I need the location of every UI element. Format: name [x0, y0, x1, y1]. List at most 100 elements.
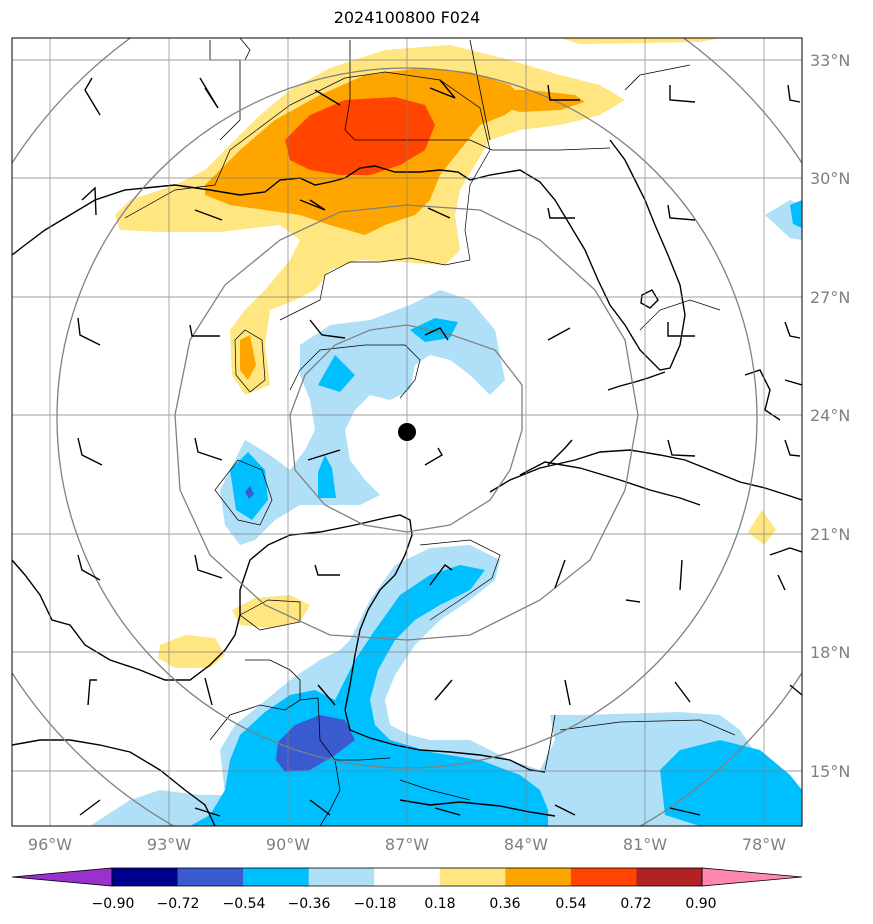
contour-line	[559, 719, 736, 736]
neg-mid-central-south	[318, 455, 336, 498]
positive-field	[115, 38, 776, 668]
wind-barb	[189, 324, 220, 337]
wind-barb	[429, 564, 453, 586]
country-border	[399, 779, 471, 801]
wind-barb	[669, 807, 701, 816]
map-title: 2024100800 F024	[333, 8, 481, 27]
contour-outlines	[124, 71, 736, 736]
colorbar-tick-label: 0.18	[424, 896, 455, 912]
colorbar-extend-high	[701, 867, 803, 887]
colorbar	[11, 867, 803, 887]
country-border	[319, 759, 341, 826]
pos-light-east-spot	[748, 510, 776, 545]
bahamas-outline	[744, 369, 802, 421]
state-border	[344, 40, 611, 151]
lat-label: 27°N	[810, 288, 850, 307]
state-border	[239, 38, 251, 61]
lat-label: 15°N	[810, 762, 850, 781]
colorbar-tick-label: −0.72	[157, 896, 200, 912]
lat-label: 21°N	[810, 525, 850, 544]
colorbar-tick-label: −0.90	[92, 896, 135, 912]
pos-dark-region	[285, 97, 435, 175]
wind-barb	[434, 807, 461, 816]
wind-barb	[564, 679, 571, 706]
pos-light-band-top	[560, 38, 720, 44]
wind-barb	[424, 327, 449, 341]
wind-barb	[81, 186, 97, 216]
wind-barb	[314, 89, 341, 106]
contour-line	[214, 459, 273, 526]
lon-label: 90°W	[266, 835, 310, 854]
wind-barb	[307, 449, 341, 461]
range-rings	[12, 38, 802, 826]
range-ring-3	[56, 67, 758, 769]
wind-barb	[667, 204, 696, 221]
colorbar-extend-low	[11, 867, 113, 887]
wind-barb	[669, 85, 696, 103]
wind-barb	[317, 684, 336, 706]
contour-line	[639, 299, 721, 331]
map-frame	[11, 37, 803, 827]
wind-barb	[547, 439, 573, 466]
neg-mid-central	[318, 355, 355, 392]
pos-light-south-island	[232, 595, 310, 628]
colorbar-tick-label: 0.90	[685, 896, 716, 912]
wind-barb	[547, 207, 575, 219]
lat-label: 30°N	[810, 169, 850, 188]
florida-keys	[607, 371, 666, 391]
wind-barb	[299, 199, 326, 211]
map-panel	[12, 38, 802, 826]
wind-barb	[554, 804, 576, 816]
pos-mid-west-spot	[240, 335, 256, 380]
colorbar-segment	[505, 868, 572, 886]
wind-barb	[194, 807, 221, 817]
wind-barb	[194, 554, 223, 579]
borders	[209, 38, 691, 826]
neg-light-central	[220, 290, 505, 545]
wind-barb	[674, 681, 691, 703]
pos-mid-north-arm	[485, 90, 585, 112]
colorbar-tick-label: 0.72	[620, 896, 651, 912]
neg-dark-west-dot	[245, 486, 254, 499]
wind-barb	[787, 84, 801, 103]
wind-barb	[429, 79, 456, 99]
country-border	[299, 697, 391, 761]
colorbar-frame	[111, 867, 703, 887]
colorbar-tick-label: 0.54	[555, 896, 586, 912]
cuba-outline	[489, 449, 802, 506]
wind-barb	[777, 574, 786, 591]
colorbar-segment	[112, 868, 179, 886]
wind-barbs	[77, 77, 802, 817]
colorbar-segment	[243, 868, 310, 886]
wind-barb	[784, 321, 801, 339]
wind-barb	[434, 679, 453, 701]
coast-thin	[624, 64, 691, 91]
contour-line	[234, 329, 266, 393]
colorbar-segment	[439, 868, 506, 886]
wind-barb	[667, 322, 695, 337]
wind-barb	[77, 317, 101, 346]
neg-mid-west	[230, 452, 268, 520]
wind-barb	[79, 799, 101, 816]
contour-line	[239, 599, 301, 631]
wind-barb	[424, 447, 443, 466]
mexico-coast	[12, 514, 546, 773]
colorbar-labels: −0.90 −0.72 −0.54 −0.36 −0.18 0.18 0.36 …	[92, 896, 717, 912]
lon-label: 93°W	[147, 835, 191, 854]
wind-barb	[667, 439, 696, 457]
lat-label: 18°N	[810, 643, 850, 662]
latitude-labels: 33°N 30°N 27°N 24°N 21°N 18°N 15°N	[810, 51, 850, 781]
storm-center-marker	[398, 423, 416, 441]
contour-line	[124, 71, 491, 321]
contour-line	[289, 344, 421, 399]
lat-label: 24°N	[810, 406, 850, 425]
colorbar-segment	[374, 868, 441, 886]
wind-barb	[199, 77, 219, 109]
lake-okeechobee	[640, 289, 659, 309]
colorbar-tick-label: −0.36	[288, 896, 331, 912]
wind-barb	[789, 684, 802, 696]
colorbar-segment	[570, 868, 637, 886]
wind-barb	[77, 554, 101, 581]
neg-mid-east-edge	[790, 200, 802, 228]
lon-label: 81°W	[623, 835, 667, 854]
